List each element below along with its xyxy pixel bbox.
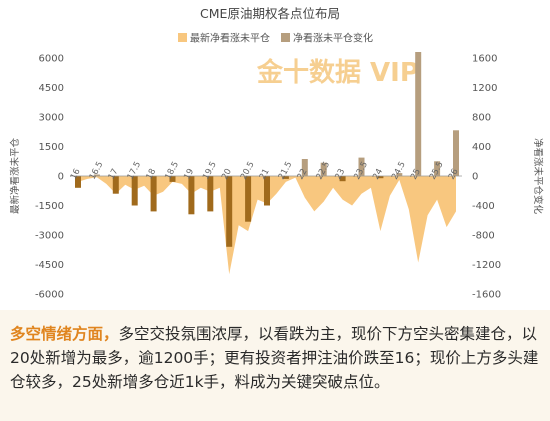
legend-swatch-area bbox=[178, 33, 187, 42]
right-y-tick-6: 800 bbox=[472, 113, 491, 124]
x-tick-20: 20 bbox=[220, 167, 234, 181]
bar-16 bbox=[75, 176, 81, 188]
right-y-axis-label: 净看涨未平仓变化 bbox=[532, 138, 544, 215]
left-y-tick-2: -3000 bbox=[35, 231, 64, 242]
x-tick-19: 19 bbox=[182, 167, 196, 181]
bar-20 bbox=[226, 176, 233, 247]
right-y-tick-1: -1200 bbox=[472, 260, 501, 271]
legend-label-bar: 净看涨未平仓变化 bbox=[293, 32, 373, 45]
x-tick-22: 22 bbox=[296, 167, 310, 181]
right-y-tick-8: 1600 bbox=[472, 54, 497, 65]
right-y-tick-2: -800 bbox=[472, 231, 495, 242]
bar-19.5 bbox=[207, 176, 214, 212]
right-y-tick-7: 1200 bbox=[472, 83, 497, 94]
x-tick-17: 17 bbox=[107, 167, 121, 181]
left-y-tick-3: -1500 bbox=[35, 201, 64, 212]
bar-23 bbox=[339, 176, 346, 182]
left-y-tick-5: 1500 bbox=[39, 142, 64, 153]
bar-25.5 bbox=[434, 161, 441, 177]
right-y-tick-5: 400 bbox=[472, 142, 491, 153]
bar-26 bbox=[453, 130, 459, 176]
x-tick-24: 24 bbox=[371, 167, 385, 181]
bar-21.5 bbox=[282, 176, 289, 179]
right-y-tick-3: -400 bbox=[472, 201, 495, 212]
bar-25 bbox=[415, 52, 422, 176]
x-tick-18: 18 bbox=[144, 167, 158, 181]
bar-17.5 bbox=[131, 176, 138, 206]
bar-17 bbox=[112, 176, 119, 194]
caption-panel bbox=[0, 310, 550, 421]
bar-24.5 bbox=[396, 173, 403, 176]
right-y-axis: -1600 -1200 -800 -400 0 400 800 1200 1600 bbox=[472, 54, 501, 301]
right-y-tick-4: 0 bbox=[472, 172, 478, 183]
bar-19 bbox=[188, 176, 195, 215]
x-tick-21: 21 bbox=[258, 167, 272, 181]
bar-24 bbox=[377, 176, 384, 179]
left-y-tick-4: 0 bbox=[58, 172, 64, 183]
watermark-logo: 金十数据 VIP bbox=[256, 57, 419, 88]
chart-title: CME原油期权各点位布局 bbox=[200, 6, 340, 21]
left-y-tick-6: 3000 bbox=[39, 113, 64, 124]
x-tick-16: 16 bbox=[69, 167, 83, 181]
x-tick-23: 23 bbox=[333, 167, 347, 181]
bar-22.5 bbox=[320, 162, 327, 176]
legend-swatch-bar bbox=[281, 33, 290, 42]
bar-18 bbox=[150, 176, 157, 212]
x-tick-26: 26 bbox=[447, 167, 461, 181]
bar-21 bbox=[264, 176, 270, 206]
caption-text: 多空情绪方面，多空交投氛围浓厚，以看跌为主，现价下方空头密集建仓，以20处新增为… bbox=[10, 322, 540, 394]
right-y-tick-0: -1600 bbox=[472, 290, 501, 301]
bar-22 bbox=[301, 159, 308, 176]
left-y-tick-7: 4500 bbox=[39, 83, 64, 94]
bar-23.5 bbox=[358, 157, 365, 176]
left-y-axis-label: 最新净看涨未平仓 bbox=[9, 138, 21, 215]
bar-18.5 bbox=[169, 176, 176, 182]
bar-series bbox=[75, 52, 459, 247]
bar-16.5 bbox=[93, 174, 100, 176]
legend-label-area: 最新净看涨未平仓 bbox=[190, 32, 270, 45]
x-tick-25: 25 bbox=[409, 167, 423, 181]
caption-highlight: 多空情绪方面， bbox=[10, 325, 119, 343]
chart-legend: 最新净看涨未平仓 净看涨未平仓变化 bbox=[178, 32, 373, 45]
caption-body: 多空交投氛围浓厚，以看跌为主，现价下方空头密集建仓，以20处新增为最多，逾120… bbox=[10, 325, 539, 391]
left-y-tick-0: -6000 bbox=[35, 290, 64, 301]
left-y-tick-1: -4500 bbox=[35, 260, 64, 271]
left-y-axis: -6000 -4500 -3000 -1500 0 1500 3000 4500 6000 bbox=[35, 54, 64, 301]
options-chart: CME原油期权各点位布局 最新净看涨未平仓 净看涨未平仓变化 金十数据 VIP … bbox=[9, 6, 544, 301]
left-y-tick-8: 6000 bbox=[39, 54, 64, 65]
bar-20.5 bbox=[245, 176, 252, 222]
